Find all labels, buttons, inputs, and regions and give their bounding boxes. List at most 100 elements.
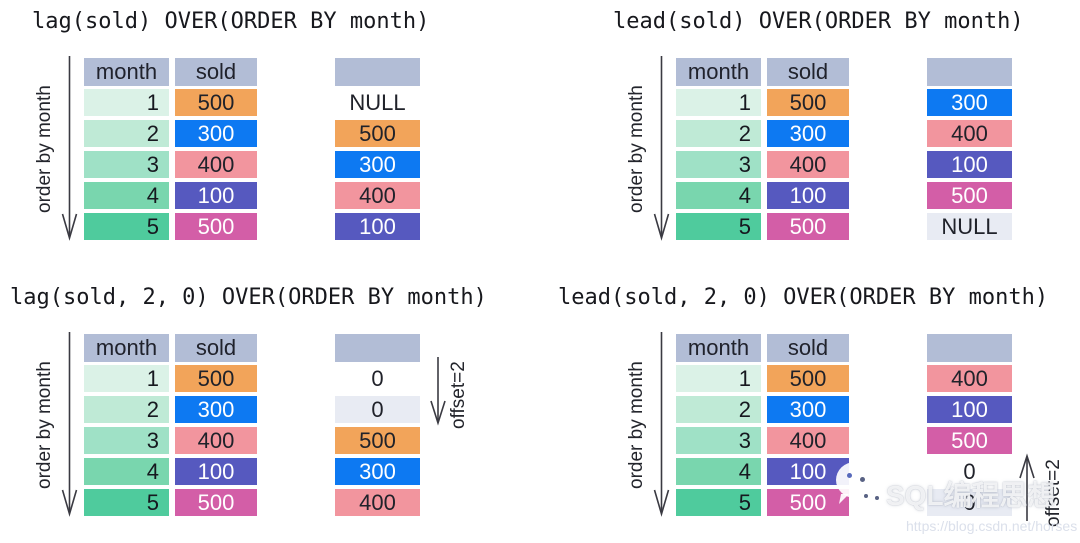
month-cell: 5 [84,489,169,516]
column-header-sold: sold [767,334,849,362]
sold-cell: 100 [175,182,257,209]
order-by-label: order by month [34,85,55,213]
sold-cell: 100 [767,458,849,485]
month-cell: 5 [676,213,761,240]
result-column: 300 400 100 500 NULL [927,58,1012,244]
panel-title: lead(sold) OVER(ORDER BY month) [613,9,1024,34]
order-by-label: order by month [34,361,55,489]
month-cell: 4 [84,458,169,485]
sold-column: sold 500 300 400 100 500 [767,58,849,244]
offset-down-arrow [430,357,446,426]
sold-cell: 500 [175,489,257,516]
column-header-month: month [676,58,761,86]
column-header-month: month [676,334,761,362]
panel-content: order by month month 1 2 3 4 5 sold 500 … [0,271,540,542]
offset-label: offset=2 [448,361,469,429]
column-header-sold: sold [175,334,257,362]
result-cell: 300 [335,458,420,485]
month-cell: 4 [84,182,169,209]
month-column: month 1 2 3 4 5 [84,334,169,520]
column-header-month: month [84,58,169,86]
month-cell: 1 [676,365,761,392]
source-table: month 1 2 3 4 5 sold 500 300 400 100 500 [676,58,849,244]
result-cell: 0 [371,366,384,391]
month-cell: 2 [676,120,761,147]
sold-cell: 100 [767,182,849,209]
sold-column: sold 500 300 400 100 500 [175,58,257,244]
month-cell: 5 [676,489,761,516]
result-cell: 500 [335,120,420,147]
result-cell: NULL [349,90,406,115]
month-cell: 2 [84,120,169,147]
result-cell: 100 [927,396,1012,423]
order-direction-down-arrow [61,56,78,241]
result-cell: 0 [335,396,420,423]
month-cell: 2 [84,396,169,423]
sold-cell: 300 [175,120,257,147]
sold-cell: 400 [175,427,257,454]
result-cell: 500 [927,427,1012,454]
month-cell: 3 [84,427,169,454]
panel-title: lag(sold) OVER(ORDER BY month) [32,9,430,34]
panel-lag-simple: lag(sold) OVER(ORDER BY month) order by … [0,0,540,271]
result-cell: 400 [927,120,1012,147]
result-column: 0 0 500 300 400 [335,334,420,520]
panel-lead-simple: lead(sold) OVER(ORDER BY month) order by… [540,0,1080,271]
order-direction-down-arrow [653,56,670,241]
sold-cell: 500 [175,365,257,392]
result-cell: 400 [335,182,420,209]
result-column: NULL 500 300 400 100 [335,58,420,244]
result-cell: 0 [963,459,976,484]
month-column: month 1 2 3 4 5 [676,334,761,520]
sold-cell: 400 [767,151,849,178]
sold-cell: 500 [767,489,849,516]
month-cell: 1 [84,89,169,116]
sold-cell: 400 [175,151,257,178]
sold-cell: 500 [767,365,849,392]
order-direction-down-arrow [61,332,78,517]
sold-cell: 500 [767,213,849,240]
result-header-blank [927,334,1012,362]
month-cell: 3 [676,427,761,454]
result-header-blank [335,58,420,86]
month-cell: 3 [676,151,761,178]
column-header-sold: sold [767,58,849,86]
month-cell: 2 [676,396,761,423]
source-table: month 1 2 3 4 5 sold 500 300 400 100 500 [84,58,257,244]
month-cell: 3 [84,151,169,178]
month-column: month 1 2 3 4 5 [676,58,761,244]
result-cell: 300 [335,151,420,178]
panel-lead-offset: lead(sold, 2, 0) OVER(ORDER BY month) or… [540,271,1080,542]
result-cell: 400 [335,489,420,516]
result-cell: 400 [927,365,1012,392]
order-by-label: order by month [626,361,647,489]
result-cell: NULL [927,213,1012,240]
sold-cell: 400 [767,427,849,454]
panel-content: order by month month 1 2 3 4 5 sold 500 … [592,271,1080,542]
sold-cell: 100 [175,458,257,485]
sold-cell: 500 [175,213,257,240]
panel-lag-offset: lag(sold, 2, 0) OVER(ORDER BY month) ord… [0,271,540,542]
panel-title: lag(sold, 2, 0) OVER(ORDER BY month) [10,285,487,310]
month-cell: 4 [676,458,761,485]
month-column: month 1 2 3 4 5 [84,58,169,244]
panel-content: order by month month 1 2 3 4 5 sold 500 … [592,0,1080,271]
order-direction-down-arrow [653,332,670,517]
source-table: month 1 2 3 4 5 sold 500 300 400 100 500 [676,334,849,520]
result-column: 400 100 500 0 0 [927,334,1012,520]
sold-cell: 300 [767,396,849,423]
result-cell: 500 [927,182,1012,209]
month-cell: 4 [676,182,761,209]
result-cell: 500 [335,427,420,454]
month-cell: 1 [84,365,169,392]
source-table: month 1 2 3 4 5 sold 500 300 400 100 500 [84,334,257,520]
panel-title: lead(sold, 2, 0) OVER(ORDER BY month) [558,285,1049,310]
offset-label: offset=2 [1043,459,1064,527]
result-cell: 100 [927,151,1012,178]
column-header-sold: sold [175,58,257,86]
result-cell: 0 [927,489,1012,516]
sold-column: sold 500 300 400 100 500 [767,334,849,520]
sold-column: sold 500 300 400 100 500 [175,334,257,520]
order-by-label: order by month [626,85,647,213]
